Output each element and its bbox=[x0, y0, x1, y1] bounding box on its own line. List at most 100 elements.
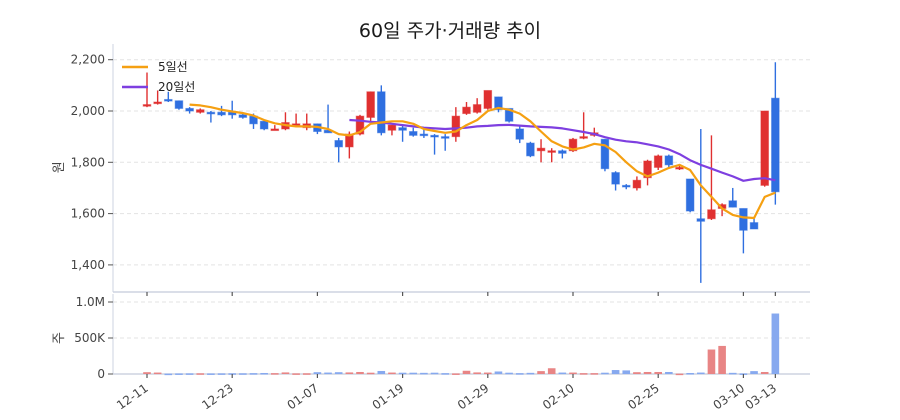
volume-bar bbox=[462, 370, 471, 374]
candle-down bbox=[259, 120, 269, 130]
candle-down bbox=[771, 97, 780, 193]
candle-up bbox=[345, 133, 354, 148]
volume-bar bbox=[313, 372, 322, 374]
volume-bar bbox=[643, 371, 652, 374]
candle-down bbox=[419, 133, 429, 137]
candle-up bbox=[536, 147, 546, 152]
volume-bar bbox=[665, 371, 673, 374]
volume-bar bbox=[771, 313, 780, 374]
volume-bars bbox=[143, 313, 780, 376]
candle-down bbox=[164, 98, 173, 102]
candle-up bbox=[355, 115, 365, 135]
legend: 5일선 20일선 bbox=[122, 60, 195, 94]
volume-bar bbox=[558, 372, 567, 375]
volume-bar bbox=[366, 372, 375, 375]
volume-bar bbox=[302, 373, 311, 375]
candle-down bbox=[174, 100, 184, 109]
volume-bar bbox=[345, 372, 354, 374]
volume-bar bbox=[334, 372, 343, 374]
volume-bar bbox=[707, 349, 716, 374]
candle-up bbox=[547, 150, 557, 153]
y-axis-ticks: 1,400 1,600 1,800 2,000 2,200 0 500K 1.0M 원주 bbox=[52, 53, 113, 381]
x-axis-ticks: 12-11 12-23 01-07 01-19 01-29 02-10 02-25 03-10… bbox=[114, 292, 779, 412]
candle-up bbox=[366, 91, 375, 118]
candle-down bbox=[217, 111, 226, 116]
volume-tick-label: 0 bbox=[97, 367, 105, 381]
candle-down bbox=[185, 107, 194, 112]
candle-down bbox=[611, 172, 620, 185]
candle-down bbox=[685, 178, 695, 212]
volume-bar bbox=[633, 372, 641, 374]
candle-down bbox=[504, 107, 514, 122]
candle-up bbox=[675, 166, 684, 170]
candle-down bbox=[408, 131, 418, 136]
candle-up bbox=[153, 101, 162, 105]
volume-bar bbox=[484, 372, 492, 375]
volume-bar bbox=[260, 372, 268, 375]
candle-down bbox=[739, 207, 748, 231]
volume-bar bbox=[292, 373, 300, 375]
volume-bar bbox=[217, 373, 226, 375]
date-tick-label: 12-23 bbox=[199, 381, 236, 412]
chart-title: 60일 주가·거래량 추이 bbox=[358, 20, 542, 42]
volume-bar bbox=[654, 371, 662, 374]
volume-bar bbox=[569, 372, 577, 375]
price-tick-label: 1,600 bbox=[71, 207, 105, 221]
date-tick-label: 12-11 bbox=[114, 381, 151, 412]
moving-average-lines bbox=[189, 103, 776, 220]
candle-up bbox=[195, 109, 205, 113]
candle-down bbox=[398, 127, 407, 131]
candle-down bbox=[515, 128, 525, 140]
volume-bar bbox=[579, 373, 588, 375]
volume-bar bbox=[271, 373, 279, 375]
date-tick-label: 03-10 bbox=[711, 381, 748, 412]
candle-down bbox=[334, 139, 343, 148]
price-tick-label: 1,800 bbox=[71, 155, 105, 169]
volume-bar bbox=[143, 372, 151, 374]
price-tick-label: 2,000 bbox=[71, 104, 105, 118]
price-axis-label: 원 bbox=[52, 161, 67, 173]
candle-up bbox=[483, 89, 493, 109]
volume-bar bbox=[175, 373, 183, 375]
volume-bar bbox=[728, 372, 737, 375]
candle-down bbox=[430, 134, 439, 138]
volume-bar bbox=[697, 372, 705, 375]
candle-up bbox=[568, 138, 578, 152]
candlesticks bbox=[142, 62, 780, 283]
candle-down bbox=[558, 150, 567, 154]
date-tick-label: 02-25 bbox=[625, 381, 662, 412]
volume-tick-label: 500K bbox=[74, 331, 106, 345]
candle-up bbox=[760, 110, 770, 186]
legend-ma20-label: 20일선 bbox=[158, 80, 195, 94]
candle-down bbox=[621, 184, 631, 188]
date-tick-label: 02-10 bbox=[540, 381, 577, 412]
volume-bar bbox=[686, 372, 694, 375]
candle-down bbox=[494, 96, 503, 111]
volume-bar bbox=[239, 373, 247, 375]
volume-bar bbox=[398, 372, 407, 375]
volume-bar bbox=[356, 371, 364, 374]
axes bbox=[112, 44, 810, 375]
candle-up bbox=[142, 104, 152, 107]
candle-down bbox=[749, 222, 759, 230]
legend-ma5-label: 5일선 bbox=[158, 60, 188, 74]
candle-down bbox=[238, 114, 248, 118]
volume-bar bbox=[164, 373, 173, 376]
volume-bar bbox=[718, 345, 726, 374]
volume-bar bbox=[409, 372, 418, 375]
volume-bar bbox=[601, 372, 609, 375]
candle-up bbox=[579, 136, 588, 139]
volume-gridlines bbox=[113, 301, 810, 339]
volume-bar bbox=[526, 372, 535, 375]
price-tick-label: 1,400 bbox=[71, 258, 105, 272]
candle-down bbox=[440, 136, 450, 139]
volume-bar bbox=[760, 371, 769, 374]
candle-down bbox=[664, 155, 674, 166]
volume-bar bbox=[494, 371, 503, 374]
volume-bar bbox=[185, 373, 194, 375]
candle-down bbox=[206, 111, 216, 115]
volume-bar bbox=[196, 373, 205, 375]
price-gridlines bbox=[113, 59, 810, 266]
candle-up bbox=[387, 124, 397, 131]
